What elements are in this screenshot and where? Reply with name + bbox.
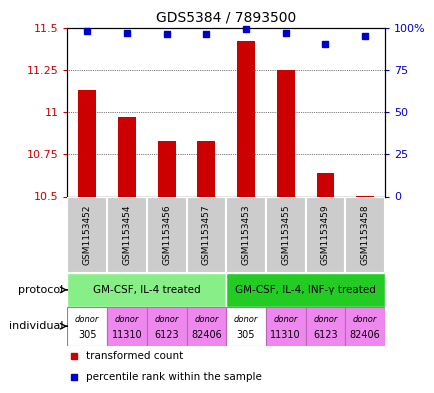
Text: donor: donor [273,315,297,323]
Text: 82406: 82406 [349,330,380,340]
Text: 305: 305 [78,330,96,340]
Title: GDS5384 / 7893500: GDS5384 / 7893500 [156,11,296,25]
Bar [147,196,186,273]
Text: 11310: 11310 [270,330,300,340]
Text: protocol: protocol [18,285,63,295]
Text: GSM1153459: GSM1153459 [320,204,329,265]
Text: donor: donor [194,315,218,323]
Text: GSM1153455: GSM1153455 [281,204,289,265]
Bar [265,196,305,273]
Bar [186,307,226,346]
Bar [107,307,147,346]
Text: GM-CSF, IL-4, INF-γ treated: GM-CSF, IL-4, INF-γ treated [235,285,375,295]
Text: donor: donor [75,315,99,323]
Bar [226,196,265,273]
Bar [78,90,96,196]
Bar [186,196,226,273]
Text: GSM1153458: GSM1153458 [360,204,369,265]
Bar [237,41,254,196]
Text: GM-CSF, IL-4 treated: GM-CSF, IL-4 treated [93,285,200,295]
Bar [345,307,384,346]
Text: 82406: 82406 [191,330,221,340]
Text: donor: donor [233,315,258,323]
Text: GSM1153456: GSM1153456 [162,204,171,265]
Text: donor: donor [312,315,337,323]
Bar [226,273,384,307]
Text: 305: 305 [236,330,255,340]
Bar [265,307,305,346]
Bar [107,196,147,273]
Text: donor: donor [352,315,376,323]
Bar [305,307,345,346]
Bar [158,141,175,196]
Text: individual: individual [9,321,63,331]
Bar [226,307,265,346]
Bar [67,273,226,307]
Text: GSM1153454: GSM1153454 [122,204,131,264]
Bar [197,141,215,196]
Bar [316,173,334,196]
Bar [67,307,107,346]
Bar [147,307,186,346]
Bar [345,196,384,273]
Bar [118,117,135,196]
Text: percentile rank within the sample: percentile rank within the sample [86,372,262,382]
Text: GSM1153457: GSM1153457 [201,204,210,265]
Text: donor: donor [154,315,178,323]
Bar [305,196,345,273]
Text: transformed count: transformed count [86,351,183,361]
Bar [276,70,294,196]
Text: 11310: 11310 [112,330,142,340]
Bar [67,196,107,273]
Text: GSM1153452: GSM1153452 [82,204,92,264]
Text: donor: donor [115,315,139,323]
Text: 6123: 6123 [312,330,337,340]
Text: GSM1153453: GSM1153453 [241,204,250,265]
Text: 6123: 6123 [154,330,178,340]
